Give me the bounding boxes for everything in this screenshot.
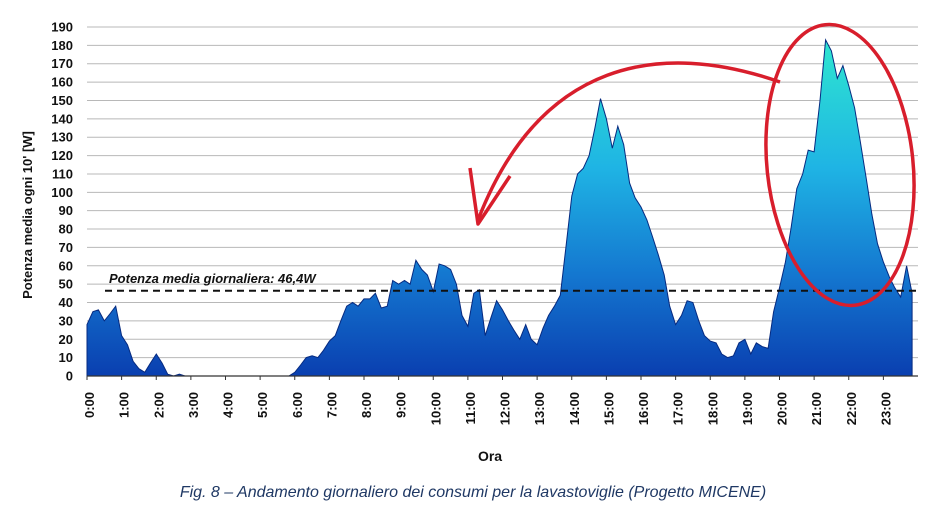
x-tick-label: 20:00 bbox=[775, 392, 790, 425]
x-tick-label: 10:00 bbox=[428, 392, 443, 425]
y-axis-label: Potenza media ogni 10' [W] bbox=[20, 131, 35, 299]
curved-arrow bbox=[476, 61, 781, 221]
y-tick-label: 110 bbox=[52, 166, 73, 181]
x-tick-label: 3:00 bbox=[186, 392, 201, 418]
x-tick-label: 2:00 bbox=[151, 392, 166, 418]
y-tick-label: 50 bbox=[59, 277, 73, 292]
average-label: Potenza media giornaliera: 46,4W bbox=[109, 271, 317, 286]
x-tick-label: 13:00 bbox=[532, 392, 547, 425]
highlight-ellipse bbox=[764, 22, 916, 308]
y-tick-label: 130 bbox=[51, 130, 73, 145]
x-tick-label: 17:00 bbox=[671, 392, 686, 425]
arrow-head bbox=[468, 167, 512, 226]
y-tick-label: 10 bbox=[59, 350, 73, 365]
consumption-chart: 0 10 20 30 40 50 60 70 80 90 100 110 120 130 140 150 160… bbox=[20, 20, 918, 464]
x-tick-label: 11:00 bbox=[463, 392, 478, 425]
y-tick-label: 160 bbox=[51, 75, 73, 90]
y-tick-label: 30 bbox=[59, 313, 73, 328]
x-tick-label: 23:00 bbox=[878, 392, 893, 425]
x-tick-label: 22:00 bbox=[844, 392, 859, 425]
y-tick-label: 140 bbox=[51, 111, 73, 126]
y-tick-label: 70 bbox=[59, 240, 73, 255]
x-tick-label: 0:00 bbox=[82, 392, 97, 418]
x-tick-label: 15:00 bbox=[601, 392, 616, 425]
area-layer bbox=[86, 38, 913, 377]
x-tick-label: 18:00 bbox=[705, 392, 720, 425]
y-tick-label: 150 bbox=[51, 93, 73, 108]
x-tick-label: 16:00 bbox=[636, 392, 651, 425]
y-tick-label: 90 bbox=[59, 203, 73, 218]
y-tick-label: 80 bbox=[59, 222, 73, 237]
x-tick-label: 1:00 bbox=[117, 392, 132, 418]
grid-lines bbox=[87, 26, 918, 377]
x-tick-label: 14:00 bbox=[567, 392, 582, 425]
x-tick-label: 5:00 bbox=[255, 392, 270, 418]
x-tick-label: 4:00 bbox=[221, 392, 236, 418]
y-axis-ticks: 0 10 20 30 40 50 60 70 80 90 100 110 120 130 140 150 160… bbox=[51, 20, 73, 384]
y-tick-label: 170 bbox=[51, 56, 73, 71]
x-tick-label: 21:00 bbox=[809, 392, 824, 425]
x-tick-label: 6:00 bbox=[290, 392, 305, 418]
area-series bbox=[86, 38, 913, 377]
y-tick-label: 20 bbox=[59, 332, 73, 347]
y-tick-label: 120 bbox=[51, 148, 73, 163]
x-tick-label: 9:00 bbox=[394, 392, 409, 418]
average-layer: Potenza media giornaliera: 46,4W bbox=[105, 271, 918, 292]
x-tick-label: 7:00 bbox=[324, 392, 339, 418]
figure-caption: Fig. 8 – Andamento giornaliero dei consu… bbox=[179, 484, 767, 501]
y-tick-label: 0 bbox=[66, 369, 73, 384]
y-tick-label: 60 bbox=[59, 258, 73, 273]
y-tick-label: 190 bbox=[51, 20, 73, 35]
x-tick-label: 8:00 bbox=[359, 392, 374, 418]
x-axis-ticks: 0:00 1:00 2:00 3:00 4:00 5:00 6:00 7:00 8:00 9:00… bbox=[82, 376, 893, 425]
y-tick-label: 180 bbox=[51, 38, 73, 53]
y-tick-label: 40 bbox=[59, 295, 73, 310]
x-axis-label: Ora bbox=[478, 448, 502, 464]
x-tick-label: 12:00 bbox=[498, 392, 513, 425]
x-tick-label: 19:00 bbox=[740, 392, 755, 425]
annotation-layer bbox=[468, 22, 916, 308]
y-tick-label: 100 bbox=[51, 185, 73, 200]
